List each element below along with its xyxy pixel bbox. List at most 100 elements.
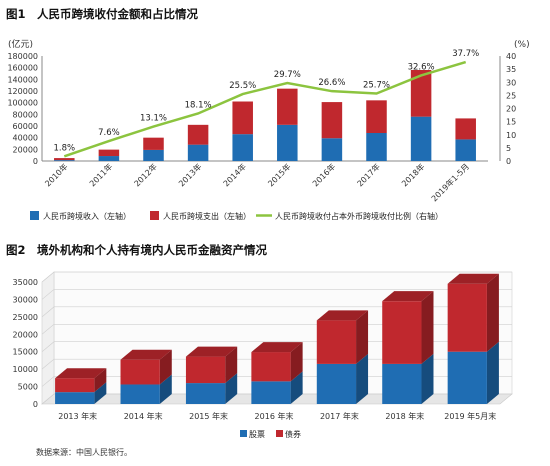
chart2-y-tick: 5000 <box>18 383 38 392</box>
chart2-x-tick: 2015 年末 <box>189 411 228 421</box>
chart1-y-left-unit: (亿元) <box>8 38 33 50</box>
chart2-gridline <box>41 289 512 300</box>
chart2-x-tick: 2017 年末 <box>320 411 359 421</box>
chart1-bar-income <box>187 144 209 161</box>
chart2-y-tick: 20000 <box>13 330 38 339</box>
chart1-y-right-tick: 40 <box>506 52 516 61</box>
chart2-gridline <box>41 306 512 318</box>
chart1-y-right-tick: 0 <box>506 157 511 166</box>
chart1-y-left-tick: 100000 <box>7 99 38 108</box>
chart1-cross-border-rmb: (亿元) (%) 0 20000 40000 60000 80000 100000 120000… <box>7 38 530 221</box>
chart2-x-tick: 2013 年末 <box>58 411 97 421</box>
chart2-bar-stocks-side <box>356 353 369 404</box>
chart1-bar-income <box>98 156 120 161</box>
chart1-y-left-tick: 180000 <box>7 52 38 61</box>
chart1-x-tick: 2017年 <box>355 161 382 188</box>
chart1-bar-income <box>321 138 343 161</box>
chart1-title: 图1 人民币跨境收付金额和占比情况 <box>6 7 198 21</box>
chart2-legend-bonds: 债券 <box>285 429 301 439</box>
chart2-x-tick: 2018 年末 <box>385 411 424 421</box>
chart1-x-tick: 2010年 <box>43 161 70 188</box>
chart2-y-tick: 30000 <box>13 295 38 304</box>
chart1-x-tick: 2011年 <box>87 161 114 188</box>
chart2-bar-bonds-side <box>290 342 303 382</box>
chart2-legend-bonds-swatch <box>276 430 283 437</box>
chart1-ratio-label: 18.1% <box>185 100 212 110</box>
chart2-bar-bonds-side <box>225 346 238 384</box>
chart1-legend-income: 人民币跨境收入（左轴） <box>43 211 131 221</box>
chart1-bar-expense <box>54 158 75 161</box>
chart2-bar-stocks-side <box>421 353 434 404</box>
chart1-y-left-tick: 60000 <box>13 122 38 131</box>
chart1-bar-expense <box>98 149 120 157</box>
chart1-y-left-tick: 140000 <box>7 75 38 84</box>
chart2-bar-bonds <box>447 283 487 352</box>
chart2-legend-stocks: 股票 <box>249 430 265 439</box>
chart1-bar-income <box>410 116 432 161</box>
chart2-foreign-holdings: 0 5000 10000 15000 20000 25000 30000 35000 2013 … <box>13 271 513 439</box>
chart2-x-tick: 2019 年5月末 <box>444 411 496 421</box>
chart1-y-right-tick: 20 <box>506 105 516 114</box>
chart1-bar-expense <box>321 102 343 139</box>
chart1-x-tick: 2014年 <box>221 161 248 188</box>
chart1-y-left-tick: 20000 <box>13 145 38 154</box>
chart2-bar-stocks-side <box>290 371 303 404</box>
chart1-x-tick: 2015年 <box>266 161 293 188</box>
chart1-bar-expense <box>366 100 387 133</box>
chart1-y-right-tick: 30 <box>506 78 516 87</box>
chart2-x-tick: 2016 年末 <box>255 411 294 421</box>
chart1-legend-income-swatch <box>30 211 39 220</box>
chart2-bar-bonds-top <box>120 349 172 360</box>
chart2-bar-bonds-top <box>382 291 434 302</box>
chart1-x-tick: 2016年 <box>310 161 337 188</box>
chart1-x-tick: 2012年 <box>132 161 159 188</box>
chart1-y-left-tick: 160000 <box>7 64 38 73</box>
chart1-ratio-label: 37.7% <box>452 49 479 59</box>
chart1-y-right-tick: 35 <box>506 65 516 74</box>
chart1-bar-income <box>232 134 253 161</box>
chart2-bar-bonds <box>316 320 357 364</box>
chart1-bar-expense <box>455 118 476 140</box>
chart1-ratio-label: 26.6% <box>318 78 345 88</box>
chart1-ratio-line <box>63 60 467 158</box>
chart2-y-tick: 0 <box>33 400 38 409</box>
chart2-legend-stocks-swatch <box>240 430 247 437</box>
chart2-bar-bonds-top <box>251 342 303 353</box>
chart2-bar-bonds <box>251 352 291 382</box>
chart1-x-tick: 2019年1-5月 <box>429 161 471 203</box>
source-note: 数据来源：中国人民银行。 <box>36 448 132 457</box>
chart1-x-tick: 2018年 <box>399 161 426 188</box>
chart1-x-tick: 2013年 <box>176 161 203 188</box>
chart2-bar-bonds <box>382 301 422 364</box>
chart1-ratio-label: 13.1% <box>140 114 167 124</box>
chart2-title: 图2 境外机构和个人持有境内人民币金融资产情况 <box>6 243 267 257</box>
chart1-y-right-tick: 10 <box>506 131 516 140</box>
chart1-bar-expense <box>143 137 164 150</box>
chart2-y-tick: 10000 <box>13 365 38 374</box>
chart1-y-right-tick: 25 <box>506 91 516 100</box>
chart2-bar-bonds-side <box>159 349 172 385</box>
chart1-ratio-label: 32.6% <box>408 62 435 72</box>
chart2-bar-bonds-top <box>55 368 107 379</box>
chart2-bar-stocks-side <box>486 341 499 404</box>
chart2-side-wall <box>41 271 55 405</box>
chart2-bar-bonds <box>55 378 95 393</box>
chart2-bar-bonds-side <box>486 273 499 352</box>
chart1-bar-expense <box>277 88 298 125</box>
chart2-bar-bonds-side <box>421 291 434 364</box>
chart1-ratio-label: 29.7% <box>274 70 301 80</box>
chart2-y-tick: 25000 <box>13 313 38 322</box>
chart1-y-left-tick: 0 <box>33 157 38 166</box>
chart2-bar-stocks <box>316 363 357 404</box>
chart2-bar-stocks-side <box>94 382 107 404</box>
chart2-bar-stocks <box>185 383 226 404</box>
chart1-y-left-tick: 120000 <box>7 87 38 96</box>
chart1-y-right-tick: 15 <box>506 118 516 127</box>
chart2-bar-stocks-side <box>159 374 172 404</box>
chart2-bar-stocks <box>120 384 160 404</box>
chart2-bar-bonds-top <box>447 273 499 284</box>
chart1-bar-income <box>366 133 387 161</box>
chart2-bar-stocks <box>382 363 422 404</box>
chart1-y-right-unit: (%) <box>514 40 530 50</box>
chart2-bar-stocks-side <box>225 373 238 404</box>
